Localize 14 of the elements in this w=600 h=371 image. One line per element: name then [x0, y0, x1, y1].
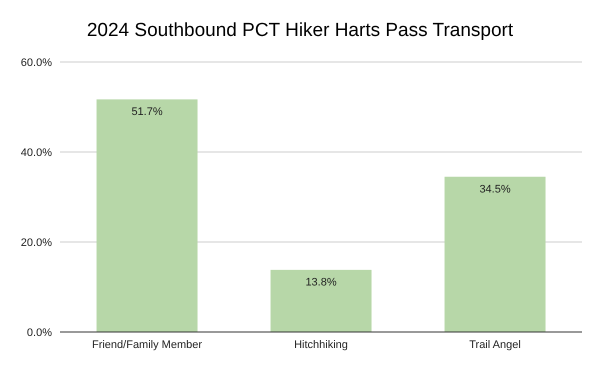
bar [96, 99, 198, 332]
bar [270, 270, 372, 332]
y-tick-label: 40.0% [20, 146, 52, 159]
y-tick-label: 60.0% [20, 56, 52, 69]
bar [444, 176, 546, 332]
y-tick-label: 20.0% [20, 236, 52, 249]
chart-title: 2024 Southbound PCT Hiker Harts Pass Transport [86, 20, 514, 42]
data-label: 13.8% [305, 276, 337, 289]
y-tick-label: 0.0% [26, 326, 52, 339]
x-tick-label: Friend/Family Member [92, 338, 202, 351]
x-tick-label: Trail Angel [469, 338, 521, 351]
data-label: 34.5% [479, 184, 511, 196]
x-tick-label: Hitchhiking [294, 338, 348, 351]
data-label: 51.7% [131, 106, 163, 118]
